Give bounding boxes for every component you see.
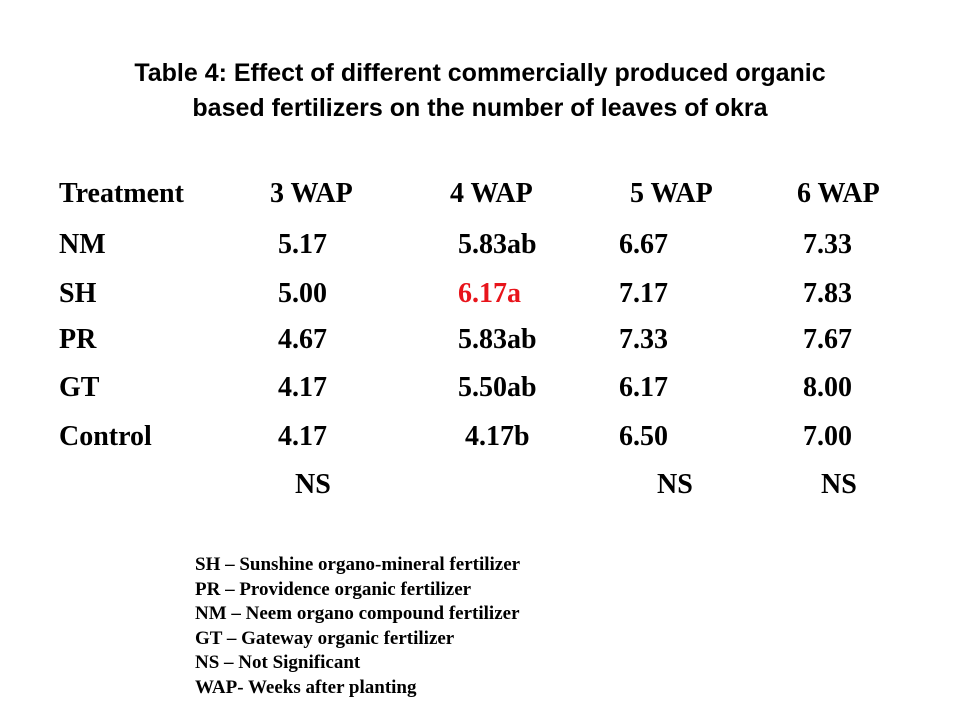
row-nm-5-wap: 6.67 (619, 229, 668, 260)
row-nm-3-wap: 5.17 (278, 229, 327, 260)
row-pr-treatment: PR (59, 324, 97, 355)
header-6-wap: 6 WAP (797, 178, 880, 209)
legend-item-sh: SH – Sunshine organo-mineral fertilizer (195, 554, 521, 575)
header-3-wap: 3 WAP (270, 178, 353, 209)
row-nm-treatment: NM (59, 229, 106, 260)
legend-item-wap: WAP- Weeks after planting (195, 676, 417, 698)
title-line-1: Table 4: Effect of different commerciall… (134, 59, 826, 87)
row-control-6-wap: 7.00 (803, 421, 852, 452)
row-sh-5-wap: 7.17 (619, 278, 668, 309)
row-pr-3-wap: 4.67 (278, 324, 327, 355)
table-title: Table 4: Effect of different commerciall… (0, 56, 960, 126)
legend-item-ns: NS – Not Significant (195, 652, 361, 673)
header-5-wap: 5 WAP (630, 178, 713, 209)
row-gt-treatment: GT (59, 372, 100, 403)
row-gt-6-wap: 8.00 (803, 372, 852, 403)
row-sh-3-wap: 5.00 (278, 278, 327, 309)
significance-6-wap: NS (821, 469, 857, 500)
row-pr-5-wap: 7.33 (619, 324, 668, 355)
row-control-5-wap: 6.50 (619, 421, 668, 452)
row-sh-treatment: SH (59, 278, 97, 309)
row-control-4-wap: 4.17b (465, 421, 530, 452)
title-line-2: based fertilizers on the number of leave… (192, 94, 768, 122)
row-nm-4-wap: 5.83ab (458, 229, 537, 260)
abbreviation-legend: SH – Sunshine organo-mineral fertilizer … (195, 553, 520, 700)
row-pr-6-wap: 7.67 (803, 324, 852, 355)
significance-5-wap: NS (657, 469, 693, 500)
row-gt-4-wap: 5.50ab (458, 372, 537, 403)
row-nm-6-wap: 7.33 (803, 229, 852, 260)
row-sh-4-wap-highlighted: 6.17a (458, 278, 521, 309)
row-control-3-wap: 4.17 (278, 421, 327, 452)
legend-item-pr: PR – Providence organic fertilizer (195, 578, 472, 600)
header-4-wap: 4 WAP (450, 178, 533, 209)
significance-3-wap: NS (295, 469, 331, 500)
legend-item-gt: GT – Gateway organic fertilizer (195, 627, 455, 649)
header-treatment: Treatment (59, 178, 184, 209)
row-gt-3-wap: 4.17 (278, 372, 327, 403)
row-sh-6-wap: 7.83 (803, 278, 852, 309)
row-gt-5-wap: 6.17 (619, 372, 668, 403)
row-control-treatment: Control (59, 421, 152, 452)
legend-item-nm: NM – Neem organo compound fertilizer (195, 603, 520, 624)
row-pr-4-wap: 5.83ab (458, 324, 537, 355)
